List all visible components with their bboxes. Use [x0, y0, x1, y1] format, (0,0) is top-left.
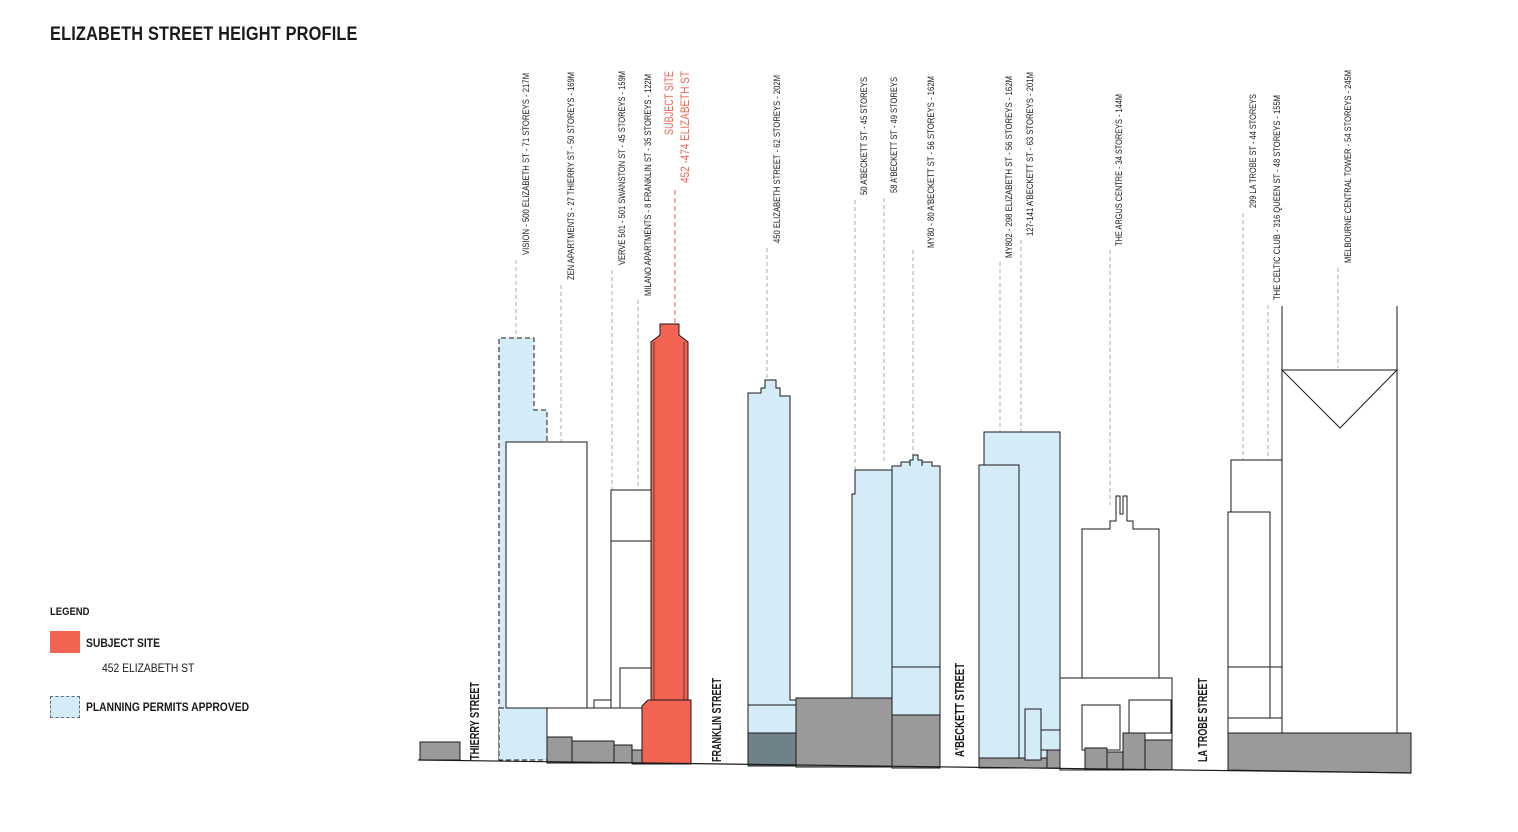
podium-franklin-east — [795, 697, 893, 768]
label-my80: MY80 - 80 A'BECKETT ST - 56 STOREYS - 16… — [926, 76, 936, 248]
legend-swatch-approved — [50, 696, 80, 718]
subject-site-label: SUBJECT SITE 452 -474 ELIZABETH ST — [662, 70, 692, 183]
podium-c — [571, 740, 615, 764]
podium-my802-b — [1040, 729, 1062, 751]
podium-b — [546, 736, 573, 764]
podium-e — [631, 749, 643, 765]
building-vision-podium — [498, 707, 548, 761]
podium-argus-grey-c — [1122, 732, 1146, 771]
building-melbourne-central-roof — [1280, 369, 1399, 429]
label-subject-line2: 452 -474 ELIZABETH ST — [678, 70, 692, 183]
label-vision: VISION - 500 ELIZABETH ST - 71 STOREYS -… — [521, 73, 531, 255]
label-verve: VERVE 501 - 501 SWANSTON ST - 45 STOREYS… — [617, 71, 627, 265]
legend-sub-subject: 452 ELIZABETH ST — [102, 661, 195, 675]
building-my80-crown — [909, 454, 923, 466]
building-subject-tower-edge — [653, 342, 685, 700]
street-label-abeckett: A'BECKETT STREET — [952, 663, 967, 757]
legend-heading: LEGEND — [50, 606, 90, 618]
building-450-podium — [747, 732, 797, 767]
label-127-abeckett: 127-141 A'BECKETT ST - 63 STOREYS - 201M — [1025, 72, 1035, 236]
label-my802: MY802 - 298 ELIZABETH ST - 56 STOREYS - … — [1004, 76, 1014, 258]
legend-label-subject: SUBJECT SITE — [86, 636, 160, 650]
building-299-la-trobe — [1227, 511, 1271, 719]
label-299-la-trobe: 299 LA TROBE ST - 44 STOREYS — [1248, 94, 1258, 208]
legend-swatch-subject — [50, 631, 80, 653]
building-argus — [1081, 495, 1160, 679]
podium-melbourne-central — [1227, 732, 1412, 774]
label-celtic-club: THE CELTIC CLUB - 316 QUEEN ST - 48 STOR… — [1272, 95, 1282, 300]
building-58-abeckett — [891, 461, 941, 668]
podium-my802-a — [1024, 708, 1042, 761]
building-argus-podium-a — [1081, 704, 1121, 751]
street-labels: THIERRY STREET FRANKLIN STREET A'BECKETT… — [467, 663, 1210, 762]
building-58-podium-upper — [891, 666, 941, 716]
building-zen — [505, 441, 588, 709]
label-450-elizabeth: 450 ELIZABETH STREET - 62 STOREYS - 202M — [772, 75, 782, 243]
street-label-thierry: THIERRY STREET — [467, 682, 482, 760]
podium-argus-grey-d — [1144, 739, 1173, 771]
building-450-elizabeth — [747, 379, 797, 767]
building-subject-podium — [641, 699, 692, 765]
street-label-la-trobe: LA TROBE STREET — [1195, 678, 1210, 762]
podium-argus-grey-b — [1106, 751, 1124, 771]
building-argus-podium-b — [1128, 699, 1172, 734]
label-argus: THE ARGUS CENTRE - 34 STOREYS - 144M — [1114, 94, 1124, 246]
label-50-abeckett: 50 A'BECKETT ST - 45 STOREYS — [859, 77, 869, 195]
building-58-podium-lower — [891, 714, 941, 769]
podium-d — [613, 744, 633, 764]
legend-label-approved: PLANNING PERMITS APPROVED — [86, 700, 250, 714]
building-labels: VISION - 500 ELIZABETH ST - 71 STOREYS -… — [521, 70, 1353, 300]
building-50-abeckett — [851, 469, 895, 699]
page-title: ELIZABETH STREET HEIGHT PROFILE — [50, 24, 358, 45]
street-label-franklin: FRANKLIN STREET — [709, 678, 724, 762]
building-my802 — [978, 464, 1020, 762]
buildings — [419, 306, 1412, 774]
building-subject — [650, 323, 689, 709]
label-milano: MILANO APARTMENTS - 8 FRANKLIN ST - 35 S… — [643, 74, 653, 296]
label-melbourne-central: MELBOURNE CENTRAL TOWER - 54 STOREYS - 2… — [1343, 70, 1353, 263]
label-zen: ZEN APARTMENTS - 27 THIERRY ST - 50 STOR… — [566, 72, 576, 280]
building-la-trobe-base — [1227, 717, 1283, 734]
ground-line — [417, 759, 1412, 774]
podium-argus-grey-a — [1084, 747, 1108, 771]
label-subject-line1: SUBJECT SITE — [662, 71, 676, 135]
leader-lines — [515, 198, 1339, 541]
label-58-abeckett: 58 A'BECKETT ST - 49 STOREYS — [889, 77, 899, 193]
podium-thierry-west — [419, 741, 461, 761]
